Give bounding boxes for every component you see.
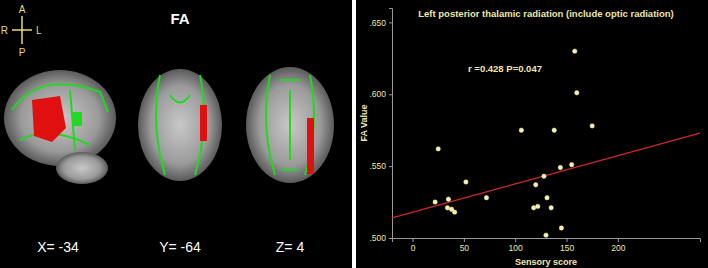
data-point <box>519 128 523 132</box>
x-axis-line <box>393 239 701 243</box>
y-tick: .550 <box>369 161 392 171</box>
x-tick-mark <box>618 238 619 242</box>
significant-cluster <box>200 105 207 141</box>
tract-skeleton <box>170 95 190 103</box>
brain-section <box>246 67 334 183</box>
data-point <box>531 206 535 210</box>
x-tick-label: 100 <box>509 243 523 253</box>
chart-panel: 0 50 100 150 200 .500 .550 .600 .650 Left posteri… <box>356 0 708 268</box>
data-point <box>484 196 488 200</box>
x-tick-mark <box>515 238 516 242</box>
y-tick: .500 <box>369 233 392 243</box>
x-tick-mark <box>464 238 465 242</box>
data-point <box>549 206 553 210</box>
y-axis-line <box>389 9 393 239</box>
y-tick: .600 <box>369 89 392 99</box>
data-point <box>445 206 449 210</box>
orientation-label: R <box>1 25 8 36</box>
y-tick-mark <box>389 22 392 23</box>
orientation-label: P <box>19 47 26 58</box>
plot-marks <box>392 49 700 237</box>
data-point <box>436 147 440 151</box>
slice-label: X= -34 <box>37 239 79 255</box>
y-tick-label: .550 <box>369 161 386 171</box>
brain-section <box>56 152 108 184</box>
data-point <box>542 174 546 178</box>
data-point <box>545 196 549 200</box>
panel-title: FA <box>170 10 189 27</box>
tract-skeleton <box>289 90 291 160</box>
data-point <box>464 180 468 184</box>
x-tick-label: 50 <box>460 243 470 253</box>
x-tick: 150 <box>560 238 574 253</box>
slice-label: Y= -64 <box>159 239 201 255</box>
y-tick-mark <box>389 94 392 95</box>
y-tick-label: .500 <box>369 233 386 243</box>
data-point <box>446 197 450 201</box>
orientation-cross: A PR L <box>1 4 42 58</box>
x-tick: 0 <box>411 238 416 253</box>
data-point <box>559 226 563 230</box>
y-tick-mark <box>389 238 392 239</box>
data-point <box>575 91 579 95</box>
sagittal-slice <box>4 70 116 184</box>
x-axis: 0 50 100 150 200 <box>393 238 701 253</box>
data-point <box>534 183 538 187</box>
tract-skeleton <box>280 80 300 170</box>
x-tick-label: 150 <box>560 243 574 253</box>
x-tick: 50 <box>460 238 470 253</box>
tract-skeleton <box>156 75 165 175</box>
x-tick: 200 <box>611 238 625 253</box>
tract-skeleton <box>266 75 275 175</box>
y-tick-label: .600 <box>369 89 386 99</box>
y-tick-label: .650 <box>369 18 386 28</box>
y-axis-title: FA Value <box>359 104 369 141</box>
x-tick-mark <box>413 238 414 242</box>
data-point <box>452 210 456 214</box>
orientation-lines <box>12 16 32 44</box>
data-point <box>569 162 573 166</box>
coronal-slice <box>138 69 222 181</box>
data-point <box>433 200 437 204</box>
y-tick: .650 <box>369 18 392 28</box>
tract-skeleton <box>305 75 314 175</box>
brain-section <box>138 69 222 181</box>
y-tick-mark <box>389 166 392 167</box>
x-tick-label: 0 <box>411 243 416 253</box>
significant-cluster <box>32 96 66 142</box>
fit-line <box>392 133 700 218</box>
panel-background <box>0 0 352 268</box>
data-point <box>552 128 556 132</box>
data-point <box>544 233 548 237</box>
figure: APRLFAX= -34Y= -64Z= 4050100150200.500.5… <box>0 0 708 268</box>
significant-cluster <box>307 118 314 174</box>
chart-title: Left posterior thalamic radiation (inclu… <box>418 8 673 19</box>
data-point <box>590 124 594 128</box>
data-point <box>573 49 577 53</box>
data-point <box>536 204 540 208</box>
orientation-label: L <box>36 25 42 36</box>
y-axis: .500 .550 .600 .650 <box>369 9 392 244</box>
panel-background <box>356 0 708 268</box>
slice-label: Z= 4 <box>276 239 305 255</box>
data-point <box>558 165 562 169</box>
brain-panel: A PR L FA X= -34 Y= -64 Z= 4 <box>0 0 352 268</box>
brain-section <box>4 70 116 166</box>
x-tick: 100 <box>509 238 523 253</box>
x-axis-title: Sensory score <box>515 257 577 267</box>
orientation-label: A <box>19 4 26 15</box>
annotation: r =0.428 P=0.047 <box>468 63 542 74</box>
tract-skeleton <box>73 112 82 126</box>
axial-slice <box>246 67 334 183</box>
x-tick-mark <box>567 238 568 242</box>
x-tick-label: 200 <box>611 243 625 253</box>
